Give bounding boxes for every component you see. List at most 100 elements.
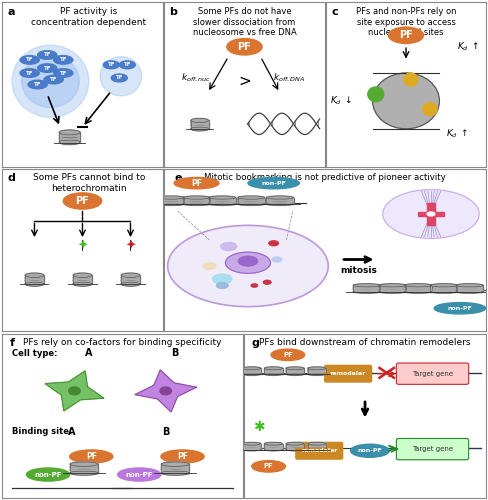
FancyBboxPatch shape [396,438,468,460]
Ellipse shape [209,198,236,201]
Circle shape [168,226,328,306]
Text: TF: TF [60,58,67,62]
Text: PF: PF [177,452,188,461]
Ellipse shape [38,50,57,59]
Bar [183,202,210,204]
Ellipse shape [191,124,208,128]
Text: >: > [238,74,251,88]
Ellipse shape [379,288,406,290]
Bar [238,198,264,200]
Ellipse shape [379,284,406,287]
Ellipse shape [286,370,304,373]
Ellipse shape [350,444,389,458]
Bar [308,446,326,448]
Ellipse shape [308,448,326,451]
Bar [59,132,80,136]
Bar [405,289,432,292]
Text: Binding site:: Binding site: [12,428,72,436]
Ellipse shape [456,284,483,287]
Text: Mitotic bookmarking is not predictive of pioneer activity: Mitotic bookmarking is not predictive of… [204,174,446,182]
Ellipse shape [308,368,326,372]
Bar [430,287,457,290]
Text: TF: TF [107,62,115,68]
Text: ✱: ✱ [253,420,265,434]
Ellipse shape [25,278,44,282]
Ellipse shape [264,448,283,451]
Bar [25,278,44,281]
Ellipse shape [54,56,73,64]
Ellipse shape [12,45,89,118]
Ellipse shape [70,462,98,466]
Text: Cell type:: Cell type: [12,348,58,358]
Text: B: B [162,427,169,437]
Text: Target gene: Target gene [412,370,453,376]
Text: TF: TF [26,70,33,76]
Text: B: B [172,348,179,358]
Circle shape [272,257,282,262]
Text: PFs rely on co-factors for binding specificity: PFs rely on co-factors for binding speci… [23,338,222,347]
Ellipse shape [243,368,261,372]
Ellipse shape [405,284,432,287]
Ellipse shape [308,370,326,373]
Text: f: f [10,338,15,348]
Text: PF: PF [264,464,274,469]
Text: $K_d$ $\downarrow$: $K_d$ $\downarrow$ [330,94,352,107]
Ellipse shape [266,198,294,201]
Ellipse shape [157,202,184,205]
Bar [59,138,80,142]
Bar [157,200,184,202]
Bar [308,370,326,372]
Text: PF: PF [86,452,97,461]
Bar [243,368,261,370]
Bar [266,200,294,202]
Ellipse shape [59,130,80,135]
FancyBboxPatch shape [396,363,468,384]
Circle shape [264,280,271,284]
Ellipse shape [25,282,44,286]
Text: TF: TF [116,76,123,80]
Ellipse shape [266,196,294,199]
Ellipse shape [405,290,432,293]
Ellipse shape [121,278,140,282]
Bar [73,278,92,281]
Ellipse shape [456,288,483,290]
Ellipse shape [243,448,261,451]
Bar [286,372,304,374]
Bar [353,287,380,290]
Bar [266,202,294,204]
Bar [456,287,483,290]
Ellipse shape [430,284,457,287]
Ellipse shape [373,73,439,129]
Bar [243,447,261,450]
Bar [264,444,283,446]
Bar [264,368,283,370]
Circle shape [203,263,216,269]
Ellipse shape [286,372,304,376]
Text: A: A [68,427,76,437]
Ellipse shape [353,288,380,290]
Text: ✦: ✦ [77,240,88,253]
Circle shape [269,241,279,246]
Ellipse shape [183,202,210,205]
Bar [157,198,184,200]
Ellipse shape [405,286,432,289]
Bar [264,372,283,374]
Bar [286,446,304,448]
Ellipse shape [379,290,406,293]
Ellipse shape [243,444,261,447]
Bar [264,447,283,450]
Ellipse shape [368,87,384,102]
Ellipse shape [264,370,283,373]
Ellipse shape [238,196,264,199]
Ellipse shape [308,444,326,447]
Ellipse shape [183,196,210,199]
Ellipse shape [286,446,304,448]
Circle shape [69,387,80,395]
Bar [73,280,92,284]
Text: b: b [169,8,177,18]
Ellipse shape [286,367,304,370]
Circle shape [238,256,258,266]
Bar [121,280,140,284]
Bar [379,286,406,288]
Ellipse shape [286,444,304,447]
